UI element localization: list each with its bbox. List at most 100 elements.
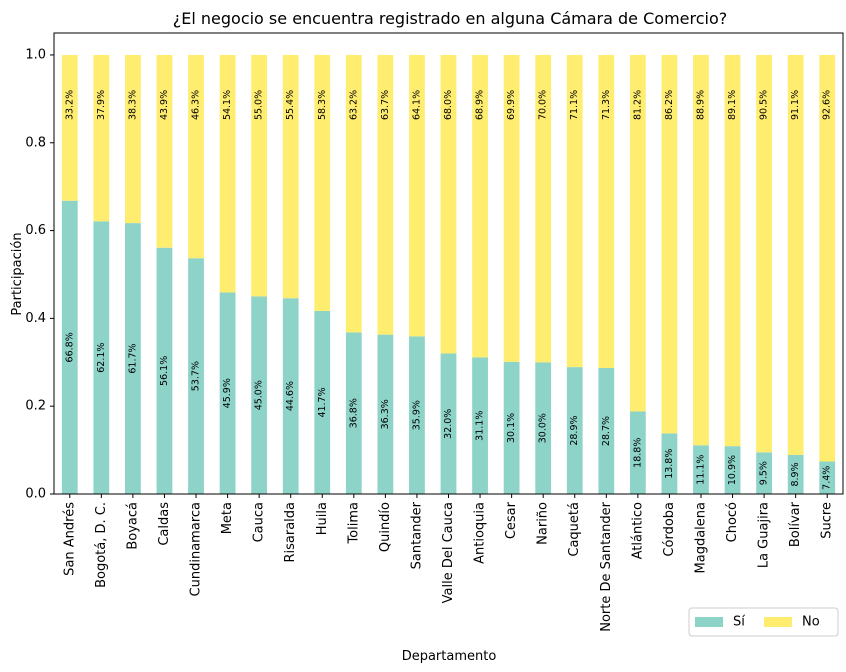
bar-si <box>251 296 268 494</box>
data-label: 55.0% <box>254 90 265 120</box>
bar-si <box>535 362 552 494</box>
x-tick-label: Huila <box>315 502 330 535</box>
data-label: 8.9% <box>790 462 801 486</box>
bar-si <box>724 446 741 494</box>
bar-si <box>566 367 583 494</box>
bar-si <box>440 353 457 494</box>
y-tick-label: 0.6 <box>25 223 46 238</box>
axes-layer: San Andrés Bogotá, D. C. Boyacá Caldas Cundi… <box>25 32 844 632</box>
data-label: 86.2% <box>664 90 675 120</box>
bar-no <box>693 54 709 446</box>
data-label: 63.2% <box>348 90 359 120</box>
legend-label-si: Sí <box>733 615 745 630</box>
data-label: 13.8% <box>664 449 675 479</box>
bar-no <box>156 54 173 248</box>
data-label: 33.2% <box>64 90 75 120</box>
bar-si <box>219 292 236 494</box>
data-label: 31.1% <box>475 411 486 441</box>
x-tick-label: Valle Del Cauca <box>441 502 456 603</box>
data-label: 30.1% <box>506 413 517 443</box>
bar-no <box>61 54 78 201</box>
bar-no <box>125 54 141 224</box>
bar-no <box>724 54 741 447</box>
data-label: 11.1% <box>695 455 706 485</box>
bar-no <box>535 54 552 363</box>
x-axis-label: Departamento <box>402 649 497 664</box>
bar-si <box>598 367 615 494</box>
data-label: 68.9% <box>475 90 486 120</box>
x-tick-label: Nariño <box>536 502 551 545</box>
data-label: 30.0% <box>538 413 549 443</box>
data-label: 46.3% <box>191 90 202 120</box>
bar-si <box>472 357 488 494</box>
bar-no <box>472 54 488 358</box>
bar-no <box>345 54 362 333</box>
x-tick-label: Caldas <box>157 502 172 546</box>
bar-si <box>819 461 836 494</box>
bar-no <box>661 54 678 434</box>
x-tick-label: Santander <box>409 501 424 569</box>
bar-no <box>314 54 331 311</box>
x-tick-label: Bolívar <box>788 501 803 547</box>
y-axis-label: Participación <box>10 232 25 315</box>
data-label: 32.0% <box>443 409 454 439</box>
x-tick-label: Cesar <box>504 501 519 539</box>
y-tick-label: 0.8 <box>25 135 46 150</box>
bar-no <box>629 54 646 412</box>
data-label: 35.9% <box>411 400 422 430</box>
x-tick-label: Atlántico <box>630 502 645 559</box>
bar-no <box>219 54 236 293</box>
x-tick-label: Antioquia <box>473 502 488 564</box>
data-label: 90.5% <box>759 90 770 120</box>
bar-si <box>661 433 678 494</box>
data-label: 28.9% <box>569 415 580 445</box>
x-tick-label: San Andrés <box>62 502 77 576</box>
bar-no <box>440 54 457 354</box>
bar-si <box>156 247 173 494</box>
y-tick-label: 0.0 <box>25 487 46 502</box>
bar-si <box>125 223 141 495</box>
bar-no <box>787 54 804 455</box>
data-label: 9.5% <box>759 461 770 485</box>
bar-si <box>693 445 709 494</box>
x-tick-label: Cundinamarca <box>189 502 204 596</box>
x-tick-label: Meta <box>220 502 235 534</box>
data-label: 28.7% <box>601 416 612 446</box>
bar-no <box>409 54 425 337</box>
bar-no <box>566 54 583 368</box>
bar-si <box>787 454 804 494</box>
data-label: 41.7% <box>317 387 328 417</box>
x-tick-label: Boyacá <box>125 502 140 550</box>
data-label: 92.6% <box>822 90 833 120</box>
legend-label-no: No <box>802 615 820 630</box>
bar-si <box>409 336 425 494</box>
data-label: 64.1% <box>411 90 422 120</box>
x-tick-label: Norte De Santander <box>599 501 614 631</box>
legend: Sí No <box>688 607 839 637</box>
bar-si <box>282 298 299 494</box>
data-label: 45.9% <box>222 378 233 408</box>
data-label: 7.4% <box>822 466 833 490</box>
data-label: 54.1% <box>222 90 233 120</box>
data-label: 66.8% <box>64 332 75 362</box>
chart-title: ¿El negocio se encuentra registrado en a… <box>173 9 728 28</box>
bar-no <box>282 54 299 299</box>
legend-box <box>688 607 839 637</box>
bar-si <box>345 332 362 494</box>
bar-si <box>93 221 110 494</box>
data-label: 88.9% <box>695 90 706 120</box>
data-label: 58.3% <box>317 90 328 120</box>
bar-no <box>93 54 110 222</box>
bar-si <box>188 258 204 494</box>
data-label: 89.1% <box>727 90 738 120</box>
legend-swatch-si <box>695 617 723 627</box>
data-label: 10.9% <box>727 455 738 485</box>
bar-si <box>629 411 646 494</box>
data-label: 36.8% <box>348 398 359 428</box>
x-tick-label: Quindío <box>378 502 393 552</box>
data-label: 63.7% <box>380 90 391 120</box>
bar-si <box>503 361 520 494</box>
bar-no <box>377 54 394 335</box>
data-label: 37.9% <box>96 90 107 120</box>
